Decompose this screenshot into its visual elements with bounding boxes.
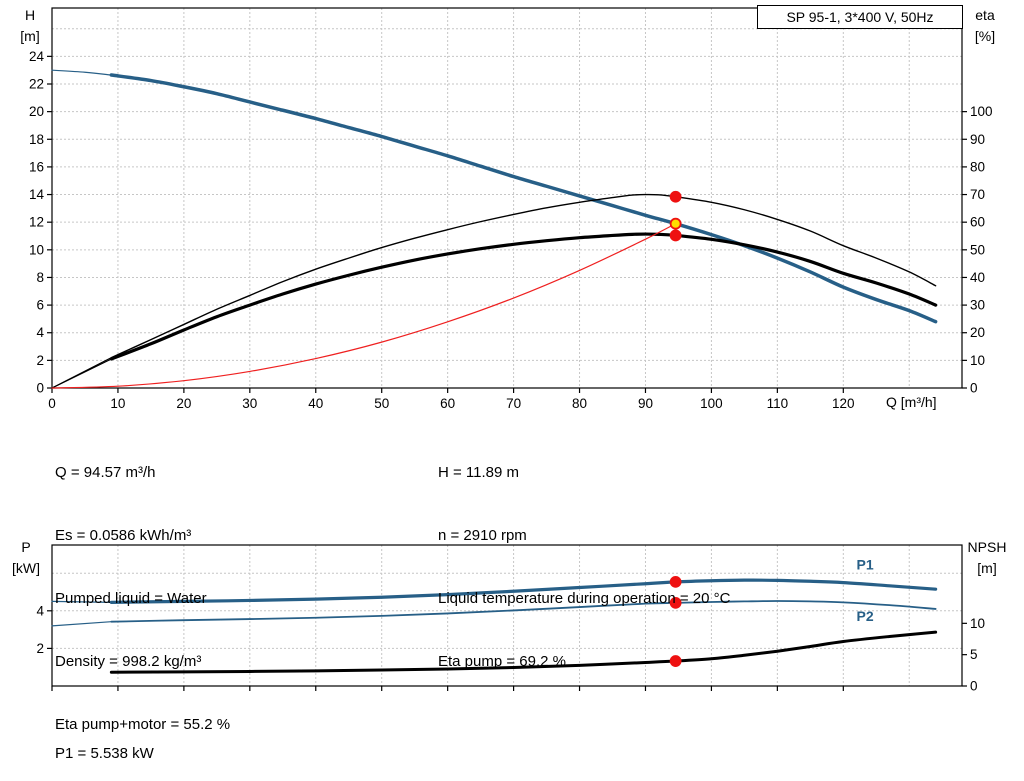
series-system-curve — [51, 223, 677, 389]
duty-point-marker-p1 — [669, 575, 682, 588]
y-left-tick-label: 2 — [36, 353, 44, 368]
eta-axis-title-line2: [%] — [974, 28, 996, 44]
npsh-axis-title-line1: NPSH — [967, 539, 1007, 555]
y-right-tick-label: 90 — [970, 132, 985, 147]
x-tick-label: 80 — [572, 396, 587, 411]
duty-point-marker-eta-pump-motor — [669, 229, 682, 242]
p-axis-title: P [kW] — [4, 537, 48, 579]
result-eta-pump-motor: Eta pump+motor = 55.2 % — [55, 716, 231, 733]
x-tick-label: 20 — [176, 396, 191, 411]
series-npsh — [109, 630, 938, 674]
results-right-column: H = 11.89 m n = 2910 rpm Liquid temperat… — [438, 420, 730, 714]
duty-point-marker-p2 — [669, 596, 682, 609]
y-left-tick-label: 8 — [36, 270, 44, 285]
result-n: n = 2910 rpm — [438, 527, 527, 544]
y-right-tick-label: 80 — [970, 159, 985, 174]
y-left-tick-label: 22 — [29, 77, 44, 92]
x-tick-label: 50 — [374, 396, 389, 411]
x-tick-label: 100 — [700, 396, 723, 411]
p-axis-title-line1: P — [21, 539, 31, 555]
y-left-tick-label: 24 — [29, 49, 45, 64]
result-q: Q = 94.57 m³/h — [55, 464, 156, 481]
h-axis-title-line1: H — [24, 7, 36, 23]
result-pumped-liquid: Pumped liquid = Water — [55, 590, 207, 607]
series-p2 — [110, 600, 937, 623]
series-p2-lead — [51, 621, 112, 627]
x-tick-label: 120 — [832, 396, 855, 411]
series-eta-pump-motor-lead — [51, 358, 112, 389]
y-left-tick-label: 10 — [29, 242, 44, 257]
result-eta-pump: Eta pump = 69.2 % — [438, 653, 566, 670]
eta-axis-title-line1: eta — [975, 7, 995, 23]
results-left-column: Q = 94.57 m³/h Es = 0.0586 kWh/m³ Pumped… — [55, 420, 230, 777]
result-es: Es = 0.0586 kWh/m³ — [55, 527, 192, 544]
x-tick-label: 0 — [48, 396, 56, 411]
x-tick-label: 30 — [242, 396, 257, 411]
duty-point-marker-eta-pump — [669, 190, 682, 203]
series-eta-pump-motor — [109, 232, 938, 361]
y-left-tick-label: 2 — [36, 641, 44, 656]
result-liquid-temperature: Liquid temperature during operation = 20… — [438, 590, 731, 607]
x-tick-label: 60 — [440, 396, 455, 411]
y-left-tick-label: 4 — [36, 603, 44, 618]
h-axis-title-line2: [m] — [20, 28, 40, 44]
series-p1 — [109, 578, 938, 604]
result-p1: P1 = 5.538 kW — [55, 745, 154, 762]
x-axis-unit-label: Q [m³/h] — [886, 394, 937, 410]
results-bottom-column: P1 = 5.538 kW P2 = 4.421 kW NPSH = 3.98 … — [55, 701, 160, 781]
y-right-tick-label: 70 — [970, 187, 985, 202]
series-eta-pump — [110, 193, 937, 359]
eta-axis-title: eta [%] — [962, 5, 1008, 47]
y-right-tick-label: 60 — [970, 215, 985, 230]
x-tick-label: 70 — [506, 396, 521, 411]
y-right-tick-label: 5 — [970, 647, 978, 662]
x-tick-label: 110 — [767, 396, 789, 411]
y-left-tick-label: 0 — [36, 381, 44, 396]
power-npsh-chart: 2 4 0 5 10 P1 P2 — [36, 544, 985, 694]
y-right-tick-label: 100 — [970, 104, 993, 119]
pump-title-box: SP 95-1, 3*400 V, 50Hz — [757, 5, 963, 29]
y-left-tick-label: 4 — [36, 325, 44, 340]
y-left-tick-label: 6 — [36, 298, 44, 313]
y-left-tick-label: 14 — [29, 187, 45, 202]
y-right-tick-label: 40 — [970, 270, 985, 285]
x-tick-label: 10 — [110, 396, 125, 411]
y-right-tick-label: 10 — [970, 353, 985, 368]
y-left-tick-label: 20 — [29, 104, 44, 119]
y-left-tick-label: 12 — [29, 215, 44, 230]
y-right-tick-label: 10 — [970, 616, 985, 631]
h-axis-title: H [m] — [10, 5, 50, 47]
y-left-tick-label: 18 — [29, 132, 44, 147]
y-right-tick-label: 30 — [970, 298, 985, 313]
plot-frame — [51, 544, 963, 687]
y-right-tick-label: 50 — [970, 242, 985, 257]
series-p1-lead — [51, 600, 112, 603]
plot-frame — [51, 7, 963, 389]
y-right-tick-label: 0 — [970, 679, 978, 694]
duty-point-marker-head — [669, 217, 682, 230]
npsh-axis-title: NPSH [m] — [958, 537, 1016, 579]
npsh-axis-title-line2: [m] — [977, 560, 997, 576]
curve-label-P2: P2 — [856, 608, 873, 624]
result-density: Density = 998.2 kg/m³ — [55, 653, 202, 670]
qh-eta-chart: 0246810121416182022240102030405060708090… — [29, 7, 993, 411]
curve-label-P1: P1 — [856, 556, 873, 572]
y-right-tick-label: 20 — [970, 325, 985, 340]
x-tick-label: 90 — [638, 396, 653, 411]
y-left-tick-label: 16 — [29, 159, 44, 174]
result-h: H = 11.89 m — [438, 464, 520, 481]
series-head — [109, 73, 938, 324]
y-right-tick-label: 0 — [970, 381, 978, 396]
duty-point-marker-npsh — [669, 655, 682, 667]
x-tick-label: 40 — [308, 396, 323, 411]
p-axis-title-line2: [kW] — [12, 560, 40, 576]
series-head-lead — [51, 69, 112, 76]
